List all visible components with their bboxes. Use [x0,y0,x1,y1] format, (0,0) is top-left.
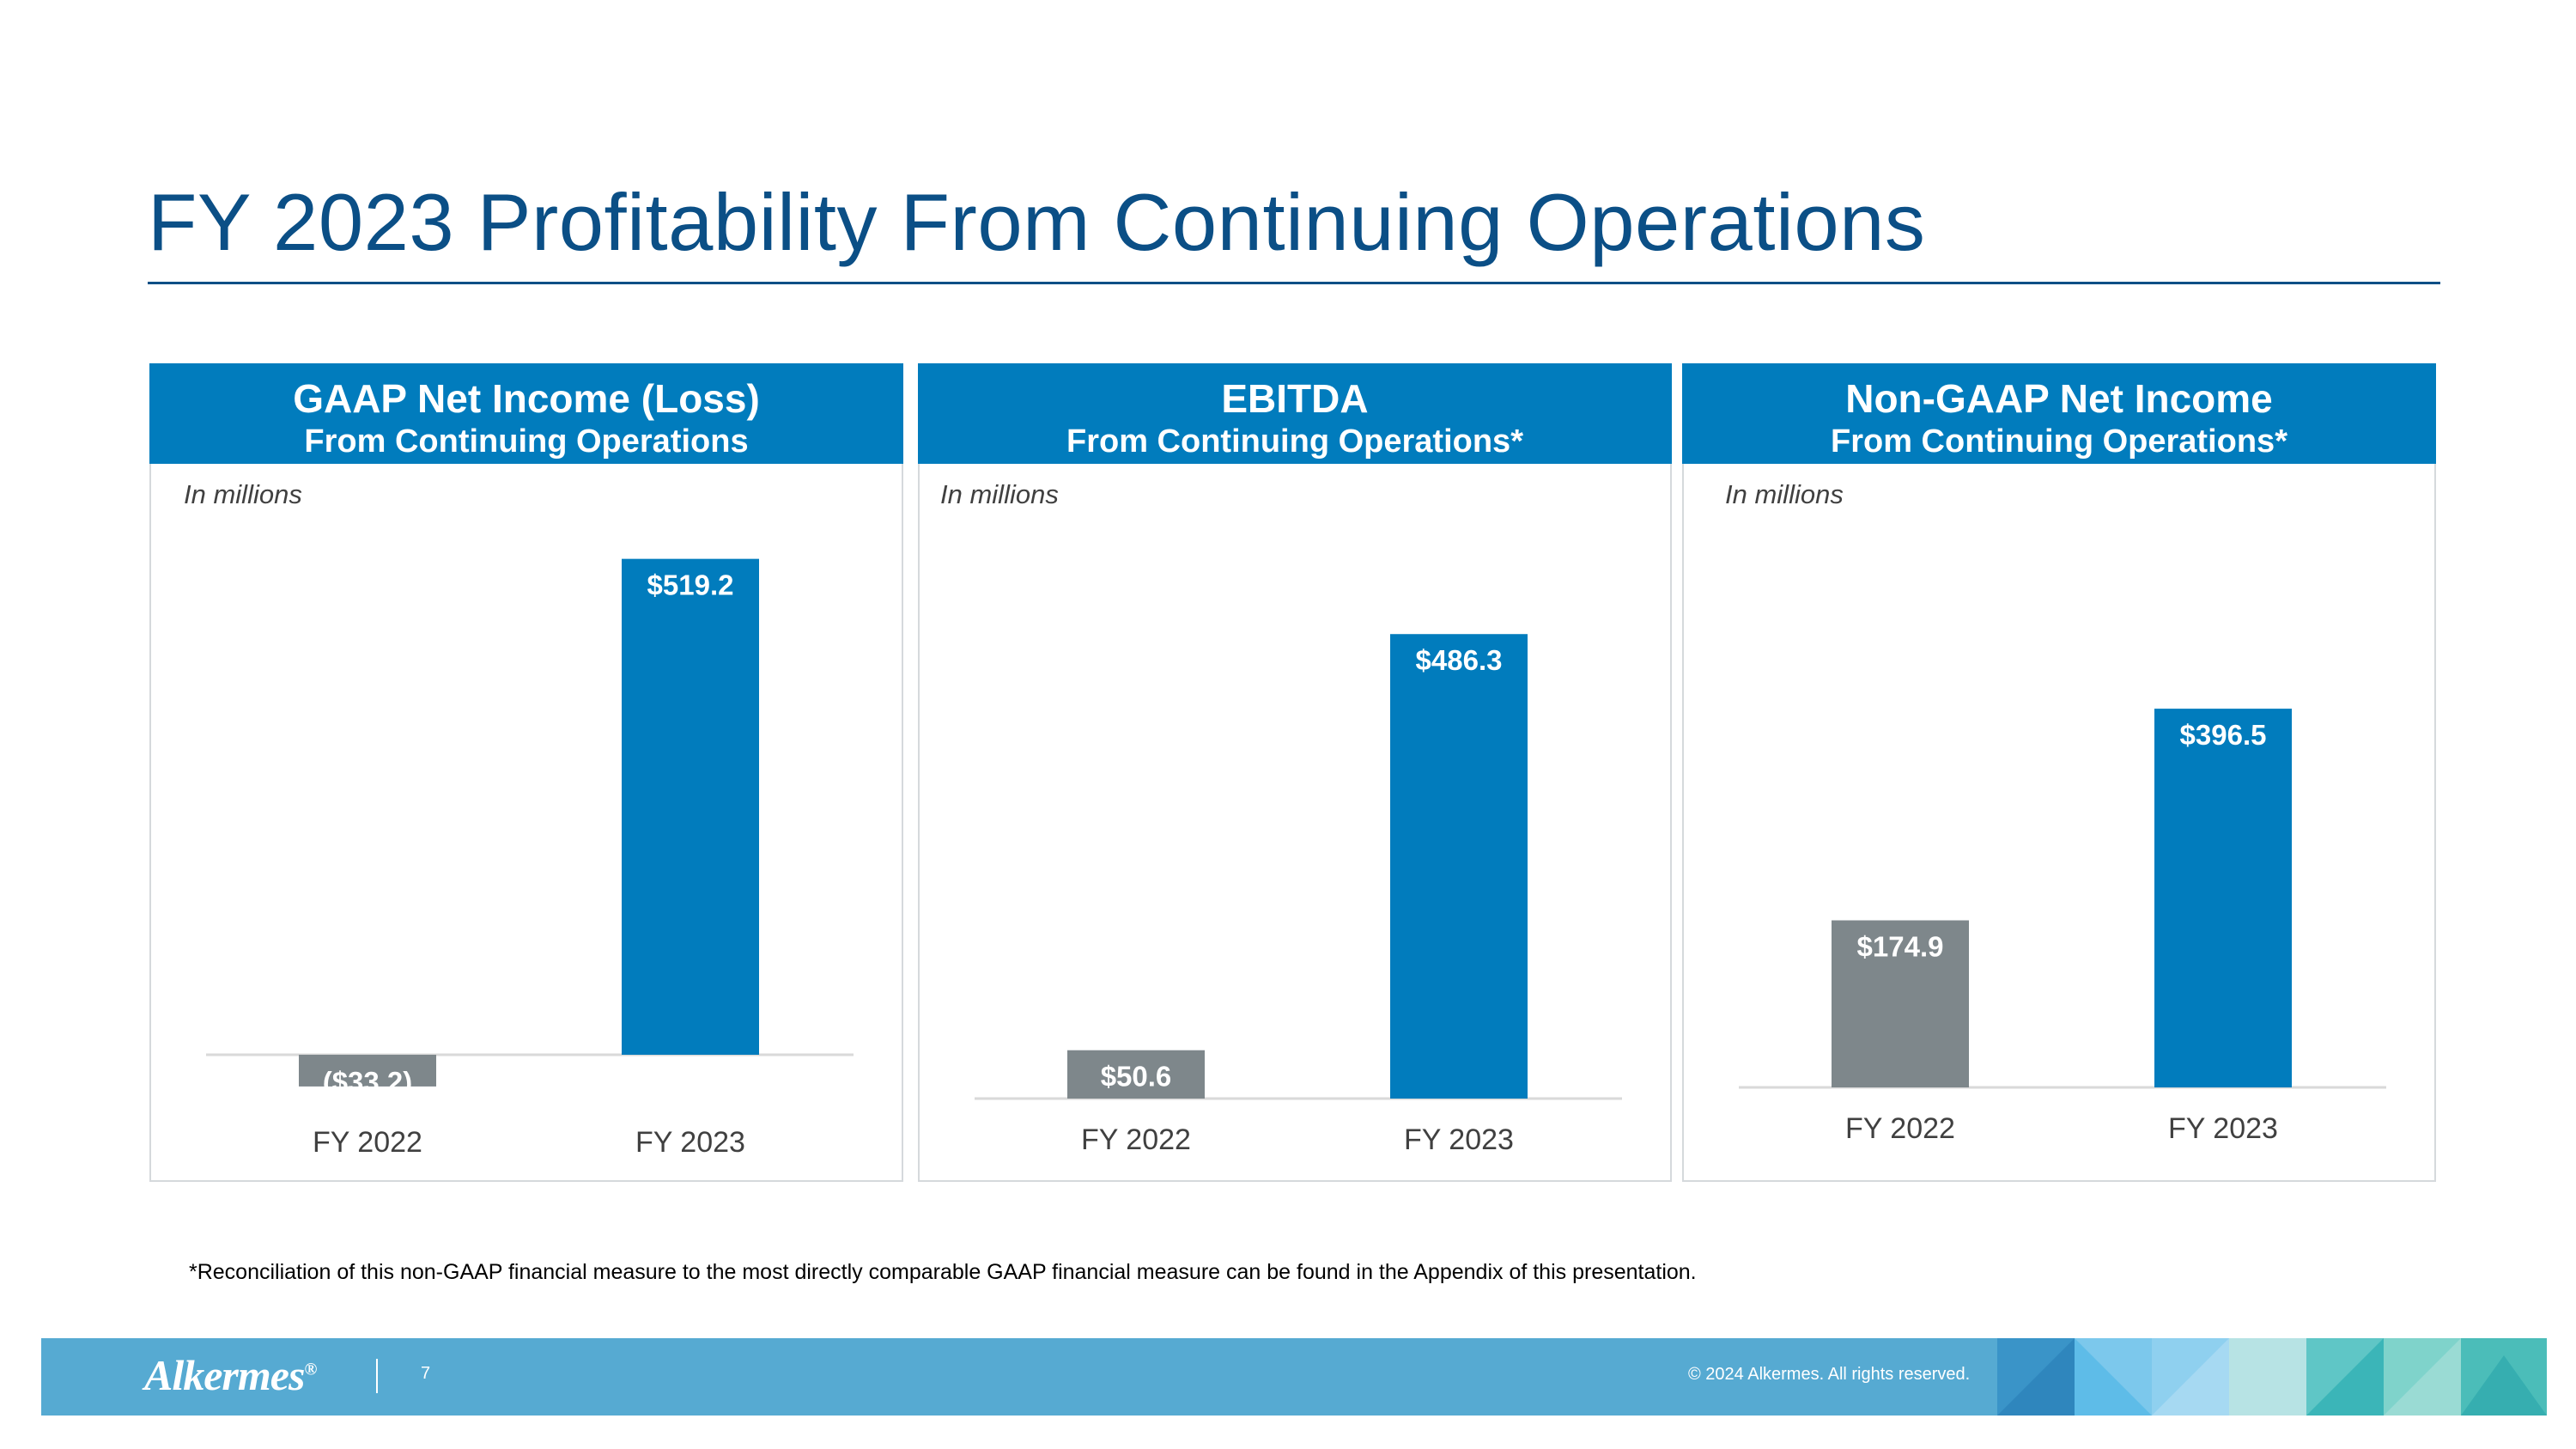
title-underline [148,282,2440,284]
bar-fy-2023 [622,558,759,1055]
panel-subtitle: From Continuing Operations* [1831,423,2287,460]
data-label: $486.3 [1416,644,1503,676]
data-label: $396.5 [2180,719,2267,751]
x-tick-label: FY 2022 [313,1126,422,1159]
x-tick-label: FY 2023 [2168,1112,2278,1145]
data-label: ($33.2) [323,1066,413,1098]
logo-text: Alkermes [144,1351,305,1399]
bar-fy-2023 [1390,634,1528,1099]
ebitda-chart: $50.6 FY 2022 $486.3 FY 2023 [975,634,1622,1156]
footnote: *Reconciliation of this non-GAAP financi… [189,1260,1697,1284]
non-gaap-net-income-panel: Non-GAAP Net Income From Continuing Oper… [1682,363,2436,1182]
data-label: $519.2 [647,569,734,601]
footer-bar: Alkermes® 7 © 2024 Alkermes. All rights … [41,1338,2547,1416]
x-tick-label: FY 2023 [635,1126,745,1159]
data-label: $50.6 [1101,1061,1172,1093]
panel-title: GAAP Net Income (Loss) [293,376,760,421]
tile [1997,1338,2075,1416]
slide-title: FY 2023 Profitability From Continuing Op… [148,177,1926,267]
x-tick-label: FY 2022 [1845,1112,1955,1145]
x-tick-label: FY 2023 [1404,1123,1514,1156]
ebitda-panel: EBITDA From Continuing Operations* In mi… [918,363,1672,1182]
gaap-net-income-chart: ($33.2) FY 2022 $519.2 FY 2023 [206,558,854,1159]
alkermes-logo: Alkermes® [144,1350,317,1400]
gaap-net-income-panel: GAAP Net Income (Loss) From Continuing O… [149,363,903,1182]
bar-fy-2022 [1832,920,1969,1087]
units-label: In millions [184,479,302,509]
x-tick-label: FY 2022 [1081,1123,1191,1156]
logo-registered-mark: ® [304,1360,317,1379]
tile [2306,1338,2384,1416]
footer-divider [376,1359,378,1393]
non-gaap-net-income-chart: $174.9 FY 2022 $396.5 FY 2023 [1739,709,2386,1145]
tile [2384,1338,2461,1416]
panel-subtitle: From Continuing Operations* [1066,423,1523,460]
panel-title: EBITDA [1221,376,1369,421]
tile [2152,1338,2229,1416]
bar-fy-2022 [1067,1050,1205,1099]
panel-title: Non-GAAP Net Income [1845,376,2273,421]
page-number: 7 [421,1364,431,1383]
panel-header: GAAP Net Income (Loss) From Continuing O… [149,363,903,464]
decorative-tiles [1997,1338,2547,1416]
units-label: In millions [940,479,1059,509]
panel-header: Non-GAAP Net Income From Continuing Oper… [1682,363,2436,464]
tile [2229,1338,2306,1416]
panel-subtitle: From Continuing Operations [304,423,749,460]
tile [2461,1355,2547,1416]
tile [2075,1338,2152,1416]
panel-header: EBITDA From Continuing Operations* [918,363,1672,464]
copyright-notice: © 2024 Alkermes. All rights reserved. [1688,1365,1971,1384]
data-label: $174.9 [1857,931,1944,963]
units-label: In millions [1725,479,1844,509]
bar-fy-2023 [2154,709,2292,1087]
bar-fy-2022 [299,1055,436,1087]
